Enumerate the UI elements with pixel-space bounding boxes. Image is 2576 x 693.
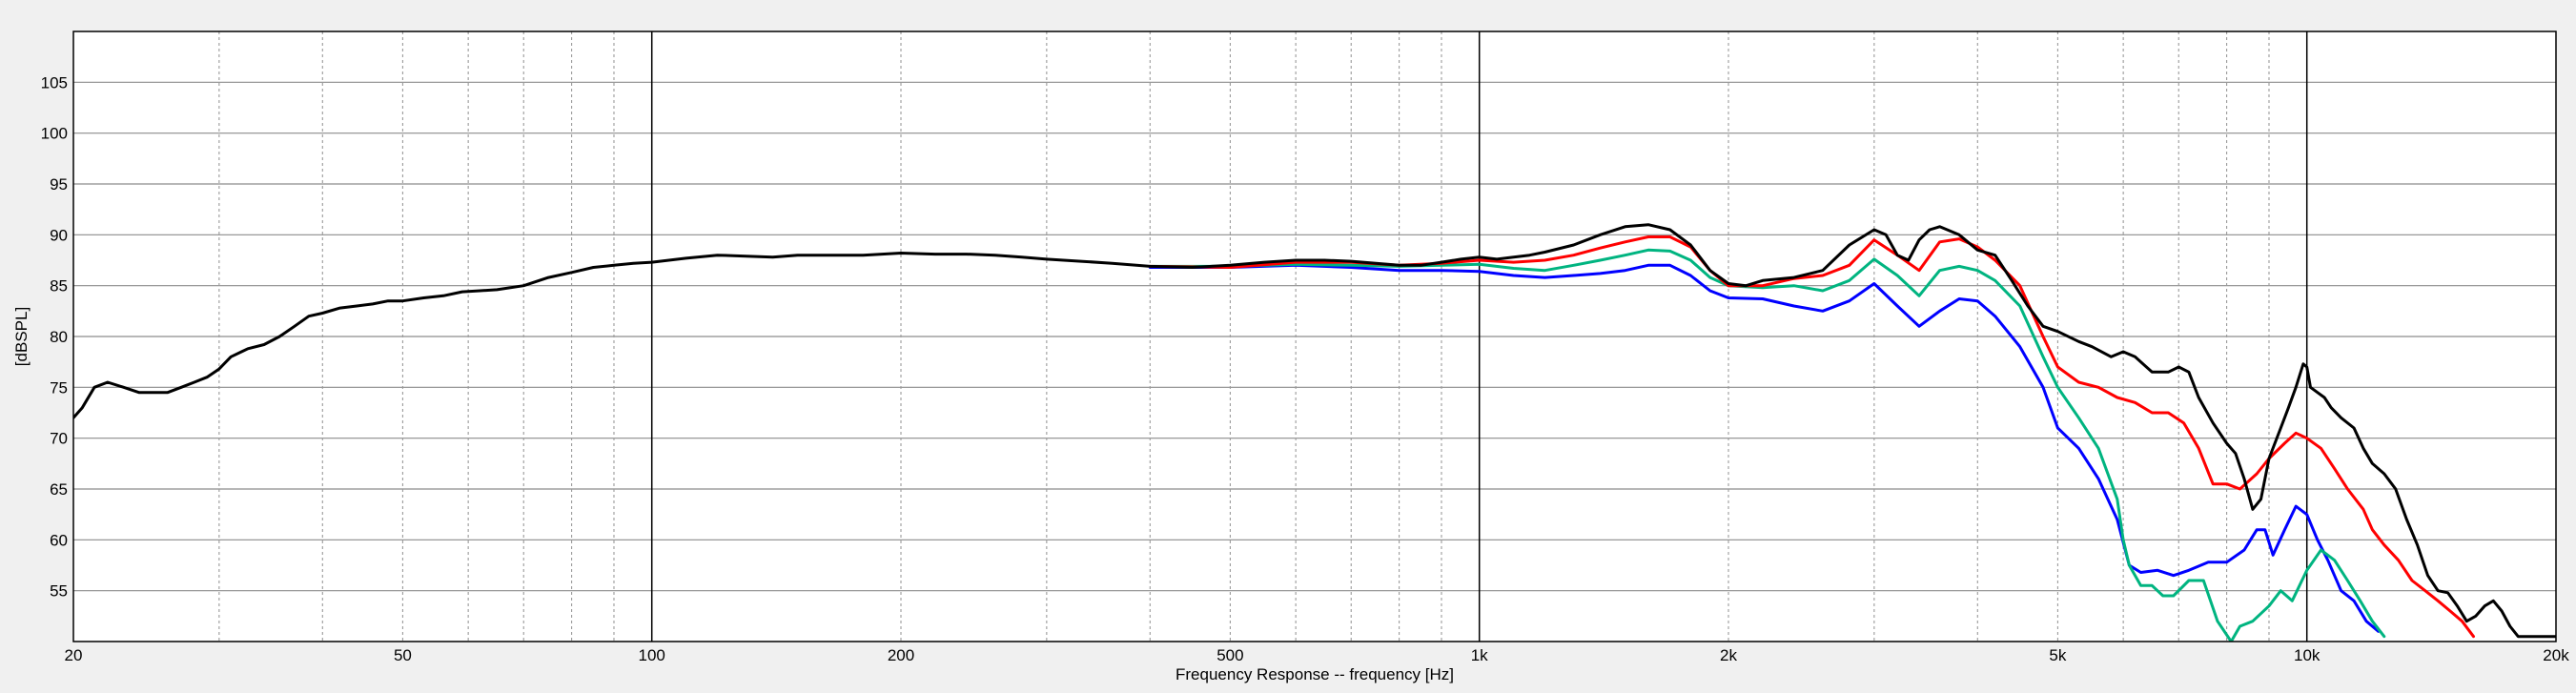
plot-frame	[72, 31, 2557, 642]
series-line-2	[1148, 248, 2386, 642]
y-tick-label: 75	[50, 378, 68, 397]
series-lines	[73, 223, 2556, 642]
x-axis-title: Frequency Response -- frequency [Hz]	[1176, 665, 1454, 683]
y-tick-label: 90	[50, 226, 68, 244]
y-tick-label: 65	[50, 480, 68, 499]
x-tick-label: 20k	[2543, 646, 2569, 664]
series-line-3	[1148, 235, 2475, 639]
y-tick-label: 105	[41, 73, 68, 92]
y-gridlines	[73, 81, 2556, 592]
x-tick-label: 100	[639, 646, 665, 664]
x-tick-label: 20	[65, 646, 83, 664]
y-tick-label: 100	[41, 125, 68, 143]
x-tick-label: 50	[394, 646, 412, 664]
series-line-1	[1148, 263, 2381, 633]
y-tick-labels: 55 60 65 70 75 80 85 90 95 100 105	[41, 73, 68, 600]
x-tick-label: 2k	[1720, 646, 1737, 664]
y-tick-label: 55	[50, 582, 68, 601]
x-tick-label: 200	[888, 646, 914, 664]
x-gridlines	[218, 31, 2308, 642]
series-line-4	[73, 223, 2556, 639]
x-tick-label: 5k	[2049, 646, 2066, 664]
y-tick-label: 85	[50, 277, 68, 296]
x-tick-label: 500	[1216, 646, 1243, 664]
y-axis-title: [dBSPL]	[12, 307, 31, 366]
x-tick-label: 10k	[2294, 646, 2320, 664]
y-tick-label: 70	[50, 430, 68, 448]
y-tick-label: 60	[50, 531, 68, 549]
x-tick-label: 1k	[1471, 646, 1488, 664]
y-tick-label: 95	[50, 175, 68, 194]
y-tick-label: 80	[50, 328, 68, 346]
plot-clip	[73, 223, 2556, 642]
x-tick-labels: 20 50 100 200 500 1k 2k 5k 10k 20k	[65, 646, 2570, 664]
